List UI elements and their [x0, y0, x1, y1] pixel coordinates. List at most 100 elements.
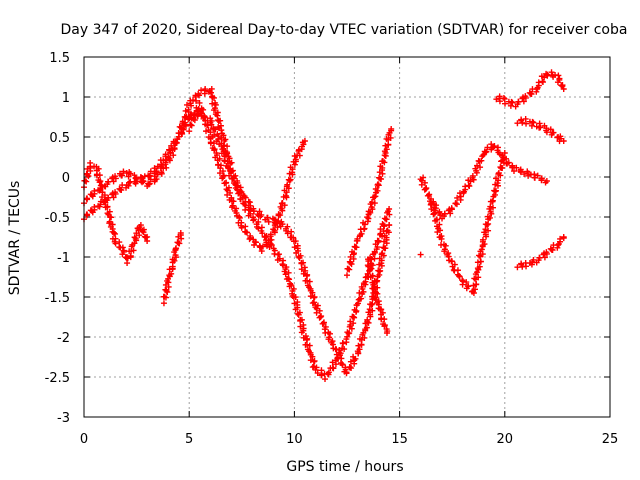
- data-point: [381, 215, 388, 222]
- data-point: [134, 178, 141, 185]
- data-point: [485, 227, 492, 234]
- data-point: [237, 187, 244, 194]
- data-point: [483, 233, 490, 240]
- y-tick-label: -2.5: [45, 371, 70, 386]
- data-point: [537, 124, 544, 131]
- data-point: [558, 82, 565, 89]
- data-point: [110, 194, 117, 201]
- data-point: [84, 196, 91, 203]
- data-point: [420, 174, 427, 181]
- data-point: [322, 323, 329, 330]
- data-point: [555, 240, 562, 247]
- data-point: [478, 157, 485, 164]
- data-point: [169, 256, 176, 263]
- data-point: [277, 203, 284, 210]
- data-point: [474, 162, 481, 169]
- data-point: [258, 211, 265, 218]
- data-point: [91, 190, 98, 197]
- data-point: [127, 170, 134, 177]
- data-point: [367, 313, 374, 320]
- data-point: [344, 329, 351, 336]
- data-point: [417, 251, 424, 258]
- data-point: [145, 173, 152, 180]
- data-point: [388, 126, 395, 132]
- data-point: [461, 188, 468, 195]
- data-point: [431, 210, 438, 217]
- data-point: [452, 200, 459, 207]
- data-point: [530, 119, 537, 126]
- data-point: [541, 254, 548, 261]
- data-point: [490, 193, 497, 200]
- data-point: [444, 251, 451, 258]
- data-point: [350, 320, 357, 327]
- data-point: [374, 181, 381, 188]
- data-point: [234, 186, 241, 193]
- data-point: [198, 110, 205, 117]
- series-track: [417, 251, 424, 258]
- data-point: [528, 261, 535, 268]
- data-point: [437, 227, 444, 234]
- data-point: [358, 341, 365, 348]
- data-point: [383, 228, 390, 235]
- series-track: [81, 85, 393, 383]
- data-point: [362, 326, 369, 333]
- data-point: [189, 97, 196, 104]
- data-point: [211, 126, 218, 133]
- data-point: [375, 267, 382, 274]
- data-point: [307, 293, 314, 300]
- data-point: [528, 122, 535, 129]
- data-point: [91, 206, 98, 213]
- data-point: [371, 200, 378, 207]
- data-point: [371, 283, 378, 290]
- data-point: [101, 197, 108, 204]
- data-point: [477, 258, 484, 265]
- data-point: [247, 210, 254, 217]
- data-point: [379, 164, 386, 171]
- data-point: [369, 307, 376, 314]
- data-point: [442, 242, 449, 249]
- data-point: [168, 142, 175, 149]
- data-point: [479, 236, 486, 243]
- data-point: [543, 129, 550, 136]
- chart-title: Day 347 of 2020, Sidereal Day-to-day VTE…: [61, 22, 628, 38]
- data-point: [290, 294, 297, 301]
- data-point: [265, 218, 272, 225]
- axis-ticks: 0 5 10 15 20 25 1.5 1 0.5 0 -0.5 -1 -1.5 -2 -2.5 -3: [45, 51, 619, 447]
- data-point: [87, 159, 94, 166]
- data-point: [83, 170, 90, 177]
- data-point: [301, 138, 308, 144]
- data-point: [312, 366, 319, 373]
- data-point: [296, 254, 303, 261]
- data-point: [372, 294, 379, 301]
- data-point: [181, 121, 188, 128]
- data-point: [145, 181, 152, 188]
- data-point: [473, 169, 480, 176]
- data-point: [371, 277, 378, 284]
- data-point: [352, 355, 359, 362]
- data-point: [348, 325, 355, 332]
- data-point: [200, 106, 207, 113]
- data-point: [367, 274, 374, 281]
- data-point: [356, 289, 363, 296]
- data-point: [424, 192, 431, 199]
- data-point: [185, 106, 192, 113]
- data-point: [367, 254, 374, 261]
- data-point: [110, 229, 117, 236]
- x-axis-label: GPS time / hours: [286, 459, 403, 475]
- data-point: [229, 202, 236, 209]
- data-point: [543, 178, 550, 184]
- data-point: [374, 284, 381, 291]
- data-point: [286, 276, 293, 283]
- data-point: [125, 182, 132, 189]
- data-point: [473, 281, 480, 288]
- data-point: [477, 164, 484, 171]
- data-point: [418, 181, 425, 188]
- data-point: [304, 346, 311, 353]
- data-point: [381, 316, 388, 323]
- data-point: [218, 143, 225, 150]
- data-point: [276, 251, 283, 258]
- data-point: [288, 228, 295, 235]
- data-point: [213, 150, 220, 157]
- data-point: [364, 316, 371, 323]
- data-point: [285, 176, 292, 183]
